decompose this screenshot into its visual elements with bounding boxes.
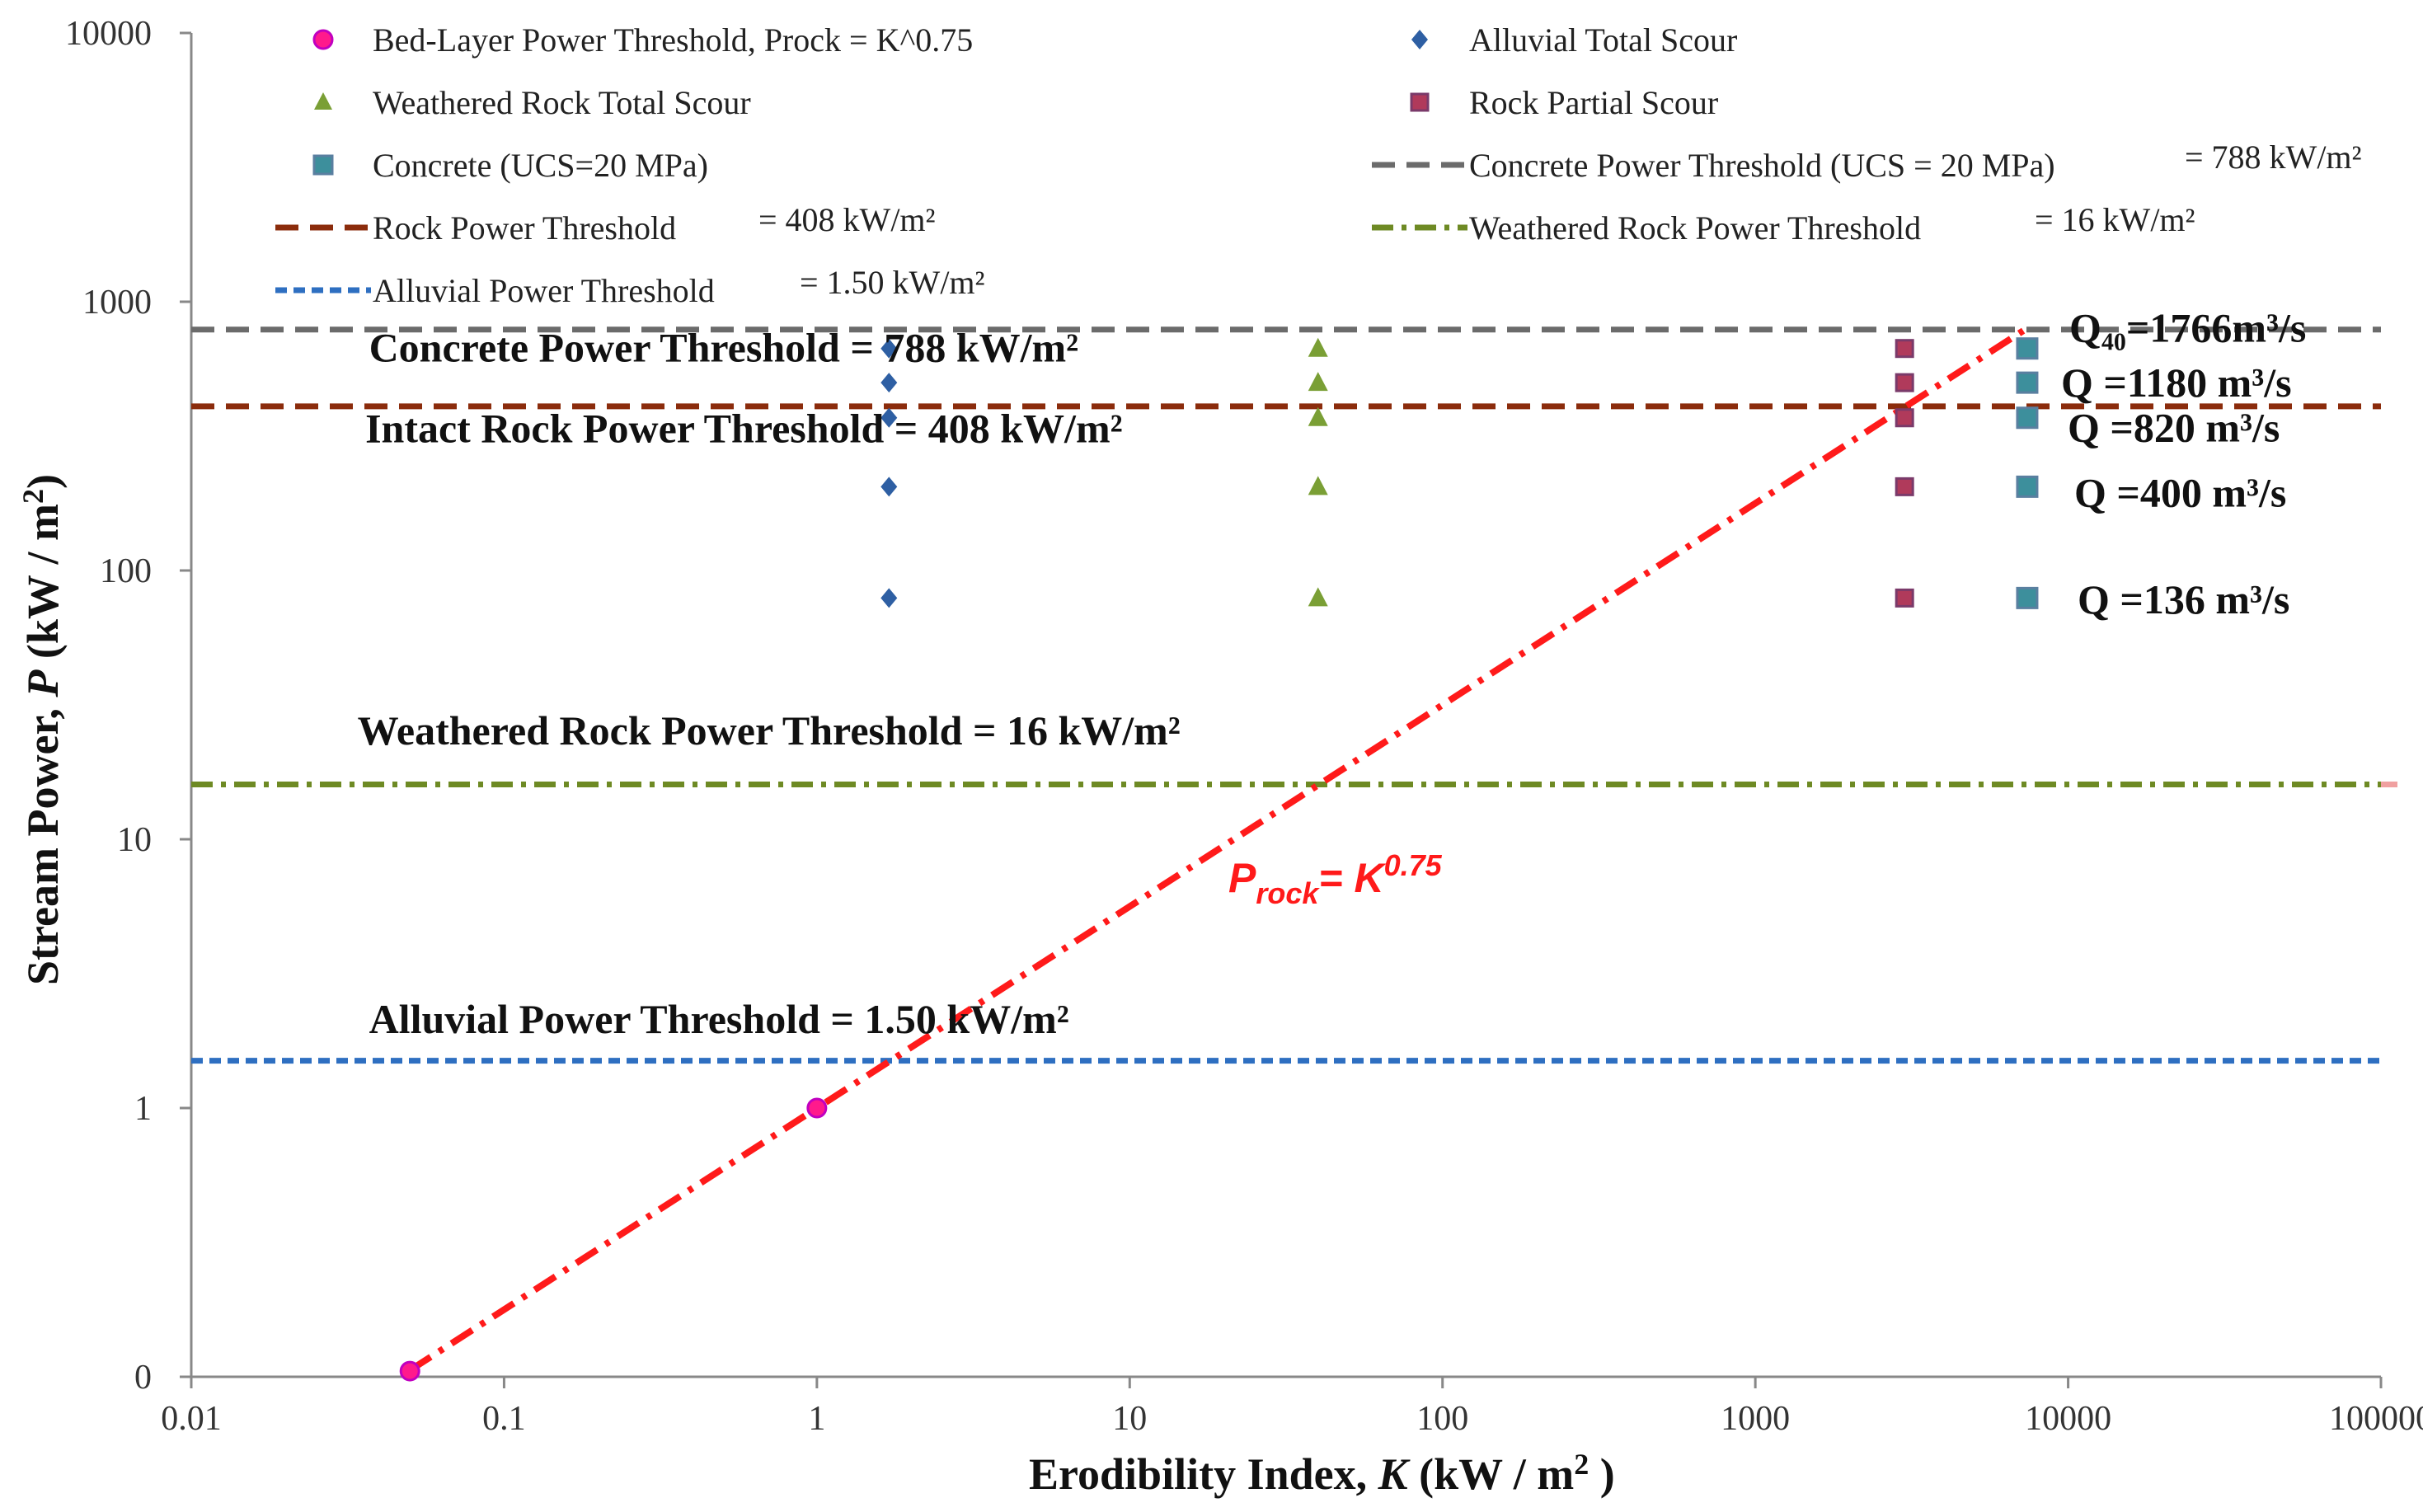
- marker-concrete: [2016, 406, 2039, 430]
- x-tick-label: 1: [808, 1400, 825, 1438]
- y-axis-title: Stream Power, P (kW / m2): [16, 474, 68, 985]
- equation-main: P: [1228, 855, 1256, 901]
- data-markers: [399, 337, 2039, 1382]
- legend-marker-triangle: [314, 92, 332, 110]
- y-tick-label: 1000: [82, 284, 152, 322]
- threshold-annotation: Concrete Power Threshold = 788 kW/m²: [369, 324, 1079, 370]
- legend-value: = 408 kW/m²: [758, 201, 936, 238]
- equation-rest: = K: [1318, 855, 1387, 901]
- legend-marker-square: [1410, 92, 1430, 112]
- marker-weathered-rock: [1308, 337, 1328, 357]
- marker-rock-partial: [1895, 588, 1914, 608]
- threshold-annotation: Alluvial Power Threshold = 1.50 kW/m²: [369, 996, 1069, 1042]
- flow-labels: Q₄₀=1766m³/s Q =1180 m³/sQ =820 m³/s Q =40…: [2061, 305, 2306, 623]
- flow-label: Q =820 m³/s: [2068, 405, 2280, 451]
- marker-alluvial: [880, 477, 898, 497]
- threshold-lines: [191, 326, 2397, 1064]
- marker-concrete: [2016, 586, 2039, 609]
- legend-marker-square: [312, 154, 334, 176]
- x-tick-label: 0.1: [482, 1400, 526, 1438]
- legend-value: = 16 kW/m²: [2035, 201, 2195, 238]
- marker-rock-partial: [1895, 477, 1914, 496]
- legend-value: = 1.50 kW/m²: [800, 264, 985, 301]
- legend: Bed-Layer Power Threshold, Prock = K^0.7…: [275, 21, 2362, 309]
- equation-label: Prock= K0.75: [1228, 848, 1443, 910]
- marker-rock-partial: [1895, 373, 1914, 392]
- legend-label: Weathered Rock Total Scour: [373, 84, 751, 121]
- marker-concrete: [2016, 475, 2039, 498]
- flow-label: Q =400 m³/s: [2074, 469, 2286, 515]
- legend-marker-circle: [312, 29, 334, 50]
- legend-label: Alluvial Power Threshold: [373, 272, 715, 309]
- legend-label: Rock Partial Scour: [1469, 84, 1718, 121]
- y-tick-label: 10000: [65, 15, 152, 53]
- marker-concrete: [2016, 337, 2039, 360]
- y-tick-label: 0: [134, 1359, 152, 1397]
- x-tick-label: 10000: [2025, 1400, 2111, 1438]
- marker-bed-layer: [399, 1360, 420, 1382]
- marker-alluvial: [880, 588, 898, 608]
- axes: 0.01 0.1 1 10 100 1000 10000 100000 0 1 10 100 1000…: [65, 15, 2423, 1438]
- x-ticks: 0.01 0.1 1 10 100 1000 10000 100000: [161, 1377, 2423, 1438]
- y-tick-label: 10: [117, 821, 152, 859]
- marker-alluvial: [880, 373, 898, 393]
- equation-sub: rock: [1256, 876, 1320, 910]
- marker-rock-partial: [1895, 339, 1914, 359]
- legend-label: Concrete (UCS=20 MPa): [373, 147, 708, 184]
- marker-weathered-rock: [1308, 406, 1328, 426]
- y-ticks: 0 1 10 100 1000 10000: [65, 15, 191, 1397]
- marker-concrete: [2016, 371, 2039, 394]
- x-tick-label: 100: [1416, 1400, 1468, 1438]
- x-tick-label: 100000: [2329, 1400, 2423, 1438]
- flow-label: Q =1180 m³/s: [2061, 359, 2292, 406]
- marker-alluvial: [880, 407, 898, 428]
- marker-weathered-rock: [1308, 372, 1328, 392]
- fit-line: [408, 324, 2031, 1373]
- legend-label: Rock Power Threshold: [373, 209, 676, 247]
- legend-label: Bed-Layer Power Threshold, Prock = K^0.7…: [373, 21, 973, 59]
- y-tick-label: 1: [134, 1090, 152, 1128]
- legend-value: = 788 kW/m²: [2185, 139, 2362, 176]
- legend-label: Concrete Power Threshold (UCS = 20 MPa): [1469, 147, 2055, 184]
- threshold-annotation: Weathered Rock Power Threshold = 16 kW/m…: [358, 707, 1181, 754]
- fit-line-group: [408, 324, 2031, 1373]
- y-tick-label: 100: [100, 552, 152, 590]
- legend-marker-diamond: [1411, 30, 1428, 49]
- marker-bed-layer: [806, 1097, 828, 1119]
- marker-rock-partial: [1895, 408, 1914, 428]
- marker-weathered-rock: [1308, 476, 1328, 495]
- threshold-annotations: Concrete Power Threshold = 788 kW/m² Inta…: [358, 324, 1181, 1042]
- marker-alluvial: [880, 338, 898, 359]
- flow-label: Q₄₀=1766m³/s: [2069, 305, 2306, 351]
- x-tick-label: 1000: [1721, 1400, 1790, 1438]
- threshold-annotation: Intact Rock Power Threshold = 408 kW/m²: [365, 405, 1123, 451]
- x-tick-label: 10: [1112, 1400, 1147, 1438]
- marker-weathered-rock: [1308, 587, 1328, 607]
- x-axis-title: Erodibility Index, K (kW / m2 ): [1029, 1448, 1615, 1499]
- legend-label: Alluvial Total Scour: [1469, 21, 1737, 59]
- flow-label: Q =136 m³/s: [2078, 576, 2289, 622]
- equation-sup: 0.75: [1384, 848, 1443, 882]
- legend-label: Weathered Rock Power Threshold: [1469, 209, 1921, 247]
- x-tick-label: 0.01: [161, 1400, 222, 1438]
